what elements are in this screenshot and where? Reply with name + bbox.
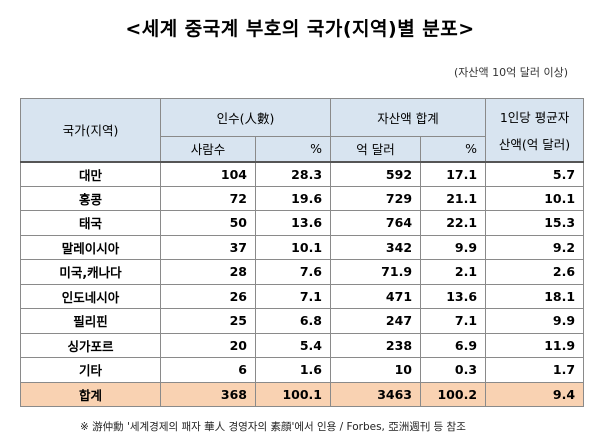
cell-assets-pct: 6.9 xyxy=(420,332,487,358)
table-row: 태국 50 13.6 764 22.1 15.3 xyxy=(20,210,585,236)
header-asset-pct: % xyxy=(420,136,487,162)
cell-people: 26 xyxy=(160,283,256,309)
cell-people: 37 xyxy=(160,234,256,260)
cell-country: 필리핀 xyxy=(20,308,161,334)
table-row: 대만 104 28.3 592 17.1 5.7 xyxy=(20,160,585,187)
unit-note: (자산액 10억 달러 이상) xyxy=(453,66,568,79)
cell-avg: 1.7 xyxy=(485,357,585,383)
cell-avg: 9.2 xyxy=(485,234,585,260)
cell-assets: 592 xyxy=(330,160,422,187)
cell-assets-pct: 13.6 xyxy=(420,283,487,309)
cell-avg: 9.9 xyxy=(485,308,585,334)
cell-people: 104 xyxy=(160,160,256,187)
cell-avg: 5.7 xyxy=(485,160,585,187)
total-row: 합계 368 100.1 3463 100.2 9.4 xyxy=(20,381,585,407)
footnote: ※ 游仲勳 '세계경제의 패자 華人 경영자의 素顔'에서 인용 / Forbe… xyxy=(80,421,466,433)
cell-assets-pct: 21.1 xyxy=(420,185,487,211)
header-per-capita-line1: 1인당 평균자 xyxy=(499,109,570,125)
cell-country: 홍콩 xyxy=(20,185,161,211)
cell-assets: 71.9 xyxy=(330,259,422,285)
cell-assets-pct: 17.1 xyxy=(420,160,487,187)
cell-people-pct: 7.6 xyxy=(254,259,332,285)
cell-people-pct: 100.1 xyxy=(254,381,332,407)
cell-country: 대만 xyxy=(20,160,161,187)
cell-country: 싱가포르 xyxy=(20,332,161,358)
header-country: 국가(지역) xyxy=(20,98,161,162)
cell-assets-pct: 100.2 xyxy=(420,381,487,407)
header-people-count: 사람수 xyxy=(160,136,256,162)
cell-avg: 10.1 xyxy=(485,185,585,211)
cell-assets: 764 xyxy=(330,210,422,236)
cell-country: 미국,캐나다 xyxy=(20,259,161,285)
cell-people-pct: 13.6 xyxy=(254,210,332,236)
cell-people-pct: 10.1 xyxy=(254,234,332,260)
header-asset-amount: 억 달러 xyxy=(330,136,422,162)
cell-assets-pct: 7.1 xyxy=(420,308,487,334)
cell-people-pct: 19.6 xyxy=(254,185,332,211)
table-row: 필리핀 25 6.8 247 7.1 9.9 xyxy=(20,308,585,334)
cell-avg: 9.4 xyxy=(485,381,585,407)
cell-avg: 11.9 xyxy=(485,332,585,358)
cell-people-pct: 28.3 xyxy=(254,160,332,187)
cell-assets: 238 xyxy=(330,332,422,358)
cell-country: 기타 xyxy=(20,357,161,383)
cell-assets: 342 xyxy=(330,234,422,260)
page-title: <세계 중국계 부호의 국가(지역)별 분포> xyxy=(125,18,475,40)
cell-avg: 15.3 xyxy=(485,210,585,236)
cell-avg: 2.6 xyxy=(485,259,585,285)
cell-assets: 247 xyxy=(330,308,422,334)
cell-assets: 729 xyxy=(330,185,422,211)
cell-people-pct: 6.8 xyxy=(254,308,332,334)
cell-assets-pct: 22.1 xyxy=(420,210,487,236)
cell-people: 20 xyxy=(160,332,256,358)
cell-assets-pct: 9.9 xyxy=(420,234,487,260)
cell-assets: 10 xyxy=(330,357,422,383)
table-row: 말레이시아 37 10.1 342 9.9 9.2 xyxy=(20,234,585,260)
table-row: 미국,캐나다 28 7.6 71.9 2.1 2.6 xyxy=(20,259,585,285)
cell-people: 72 xyxy=(160,185,256,211)
cell-people: 28 xyxy=(160,259,256,285)
table-row: 기타 6 1.6 10 0.3 1.7 xyxy=(20,357,585,383)
cell-country: 합계 xyxy=(20,381,161,407)
cell-assets-pct: 2.1 xyxy=(420,259,487,285)
header-people-pct: % xyxy=(254,136,332,162)
cell-assets: 3463 xyxy=(330,381,422,407)
cell-country: 인도네시아 xyxy=(20,283,161,309)
cell-people: 368 xyxy=(160,381,256,407)
table-row: 싱가포르 20 5.4 238 6.9 11.9 xyxy=(20,332,585,358)
distribution-table: 국가(지역) 인수(人數) 자산액 합계 1인당 평균자 산액(억 달러) 사람… xyxy=(20,98,585,407)
cell-people-pct: 5.4 xyxy=(254,332,332,358)
cell-country: 말레이시아 xyxy=(20,234,161,260)
header-per-capita: 1인당 평균자 산액(억 달러) xyxy=(485,98,585,162)
header-asset-group: 자산액 합계 xyxy=(330,98,487,137)
cell-people: 6 xyxy=(160,357,256,383)
cell-assets-pct: 0.3 xyxy=(420,357,487,383)
cell-avg: 18.1 xyxy=(485,283,585,309)
cell-people-pct: 1.6 xyxy=(254,357,332,383)
table-row: 홍콩 72 19.6 729 21.1 10.1 xyxy=(20,185,585,211)
header-people-group: 인수(人數) xyxy=(159,98,332,137)
table-row: 인도네시아 26 7.1 471 13.6 18.1 xyxy=(20,283,585,309)
cell-people-pct: 7.1 xyxy=(254,283,332,309)
cell-people: 50 xyxy=(160,210,256,236)
cell-country: 태국 xyxy=(20,210,161,236)
cell-people: 25 xyxy=(160,308,256,334)
cell-assets: 471 xyxy=(330,283,422,309)
header-per-capita-line2: 산액(억 달러) xyxy=(498,136,571,152)
